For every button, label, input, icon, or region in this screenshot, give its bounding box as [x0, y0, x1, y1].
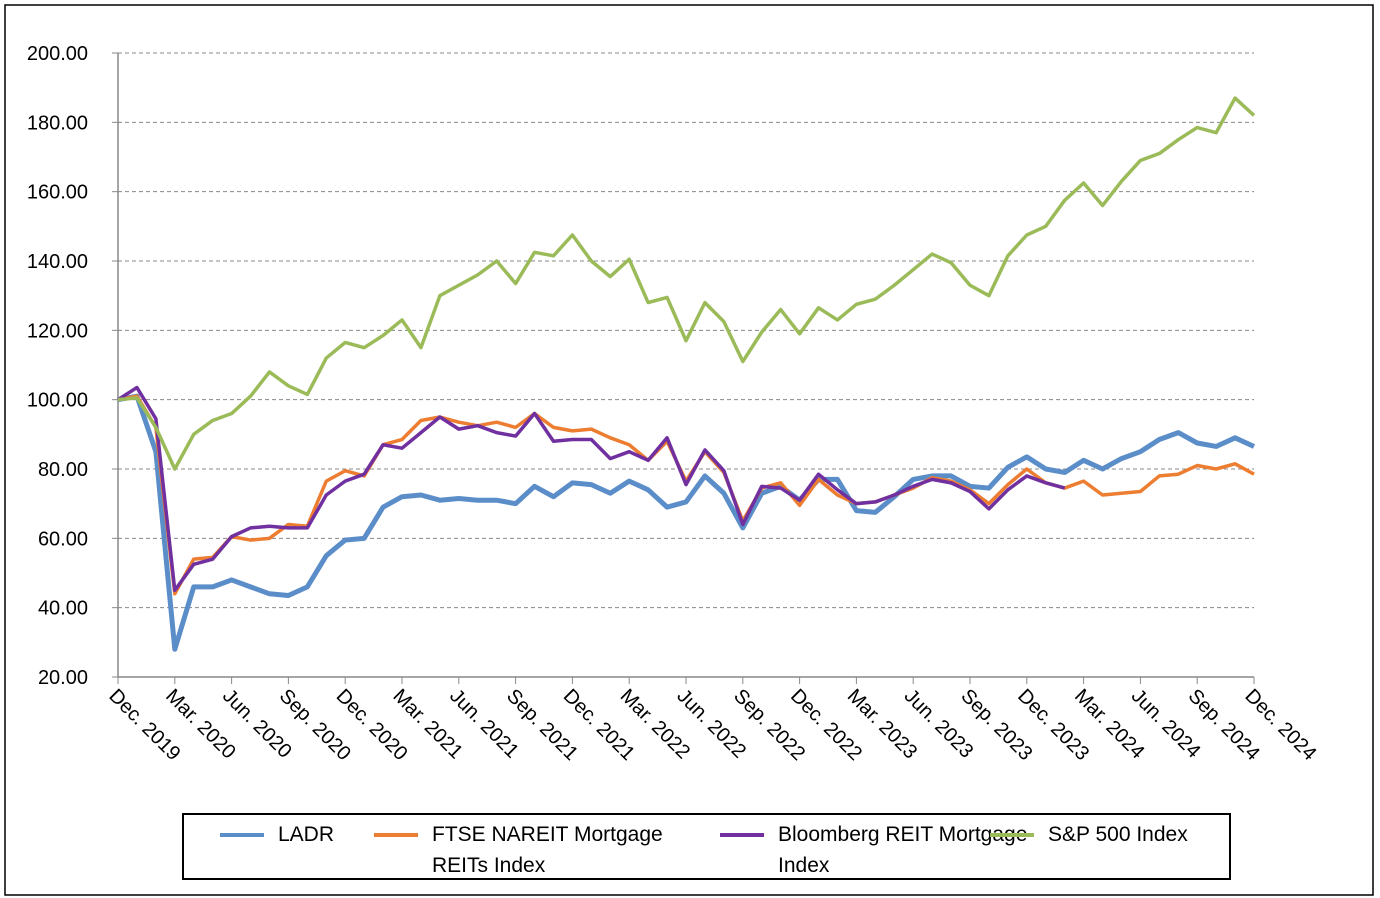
series-line	[117, 394, 1255, 596]
y-tick-label: 200.00	[27, 43, 88, 65]
legend-item: Bloomberg REIT Mortgage Index	[720, 819, 1048, 881]
legend-item: S&P 500 Index	[990, 819, 1318, 850]
series-line	[117, 385, 1066, 593]
legend-item: FTSE NAREIT Mortgage REITs Index	[374, 819, 702, 881]
legend-swatch	[220, 833, 264, 837]
legend-item: LADR	[220, 819, 358, 850]
chart-border	[4, 4, 1374, 896]
legend-label: S&P 500 Index	[1048, 823, 1188, 846]
y-tick-label: 80.00	[38, 459, 88, 481]
legend-label: Bloomberg REIT Mortgage Index	[778, 823, 1028, 877]
y-tick-label: 100.00	[27, 390, 88, 412]
series-line	[117, 393, 1256, 652]
legend-label: LADR	[278, 823, 335, 846]
y-tick-label: 120.00	[27, 320, 88, 342]
y-tick-label: 60.00	[38, 528, 88, 550]
series-line	[117, 96, 1256, 471]
y-tick-label: 20.00	[38, 667, 88, 689]
y-tick-label: 40.00	[38, 598, 88, 620]
y-tick-label: 140.00	[27, 251, 88, 273]
legend-swatch	[990, 833, 1034, 837]
y-tick-label: 180.00	[27, 112, 88, 134]
legend-swatch	[720, 833, 764, 837]
legend-label: FTSE NAREIT Mortgage REITs Index	[432, 823, 663, 877]
legend: LADR FTSE NAREIT Mortgage REITs Index Bloo…	[182, 813, 1231, 880]
y-tick-label: 160.00	[27, 182, 88, 204]
legend-swatch	[374, 833, 418, 837]
